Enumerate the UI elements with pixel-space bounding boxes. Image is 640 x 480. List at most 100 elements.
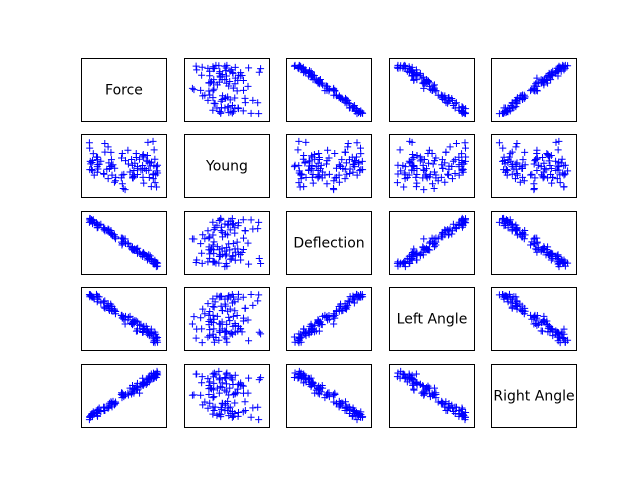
scatter-point [215, 367, 223, 375]
scatter-point [295, 64, 303, 72]
scatter-point [144, 376, 152, 384]
scatter-point [353, 139, 361, 147]
scatter-point [501, 109, 509, 117]
scatter-point [154, 369, 162, 377]
scatter-point [93, 409, 101, 417]
scatter-point [560, 162, 568, 170]
scatter-point [458, 108, 466, 116]
scatter-point [87, 292, 95, 300]
scatter-point [148, 158, 156, 166]
scatter-point [249, 96, 257, 104]
scatter-point [344, 139, 352, 147]
scatter-point [311, 321, 319, 329]
scatter-point [218, 405, 225, 413]
scatter-point [504, 298, 512, 306]
scatter-point [210, 338, 218, 346]
scatter-point [90, 171, 98, 179]
scatter-point [239, 76, 247, 84]
scatter-point [422, 172, 430, 180]
scatter-point [462, 153, 470, 161]
scatter-point [223, 338, 231, 346]
scatter-point [213, 81, 221, 89]
scatter-point [197, 391, 205, 399]
scatter-point [241, 227, 249, 235]
scatter-point [409, 381, 417, 389]
scatter-point [87, 160, 95, 168]
scatter-point [501, 160, 509, 168]
scatter-point [224, 221, 232, 229]
scatter-point [430, 168, 438, 176]
scatter-point [408, 162, 416, 170]
scatter-point [224, 231, 232, 239]
scatter-point [88, 165, 96, 173]
scatter-point [409, 380, 417, 388]
scatter-point [555, 137, 563, 145]
scatter-point [92, 219, 100, 227]
scatter-point [445, 162, 453, 170]
scatter-point [290, 163, 298, 171]
scatter-point [546, 72, 554, 80]
scatter-point [257, 259, 265, 267]
scatter-point [338, 156, 346, 164]
scatter-point [295, 137, 303, 145]
scatter-point [249, 225, 257, 233]
scatter-point [130, 167, 138, 175]
scatter-point [342, 159, 350, 167]
panel-left-angle-vs-force [81, 287, 167, 351]
scatter-point [560, 260, 568, 268]
scatter-point [222, 335, 230, 343]
scatter-point [424, 76, 432, 84]
scatter-point [291, 61, 299, 69]
scatter-point [197, 314, 205, 322]
scatter-point [255, 110, 263, 118]
scatter-point [325, 170, 333, 178]
scatter-point [89, 150, 97, 158]
scatter-point [118, 238, 126, 246]
scatter-point [446, 143, 454, 151]
scatter-point [546, 327, 554, 335]
scatter-point [295, 370, 303, 378]
scatter-point [430, 185, 438, 193]
scatter-point [445, 400, 453, 408]
scatter-point [503, 167, 511, 175]
scatter-point [455, 153, 463, 161]
scatter-point [205, 234, 213, 242]
scatter-point [314, 174, 322, 182]
scatter-point [132, 150, 140, 158]
scatter-point [409, 162, 417, 170]
scatter-point [451, 403, 459, 411]
scatter-point [237, 325, 245, 333]
scatter-point [410, 386, 418, 394]
scatter-point [306, 67, 314, 75]
scatter-point [210, 407, 218, 415]
scatter-point [302, 173, 310, 181]
scatter-point [223, 320, 231, 328]
scatter-point [239, 245, 247, 253]
scatter-point [199, 92, 207, 100]
scatter-point [445, 230, 453, 238]
scatter-point [247, 290, 255, 298]
panel-force-vs-young [184, 58, 270, 122]
scatter-point [532, 245, 540, 253]
panel-left-angle-vs-deflection [286, 287, 372, 351]
scatter-point [426, 393, 434, 401]
scatter-point [345, 298, 353, 306]
scatter-point [143, 256, 151, 264]
scatter-point [226, 77, 234, 85]
scatter-point [521, 93, 529, 101]
scatter-point [425, 159, 433, 167]
scatter-point [352, 153, 360, 161]
scatter-point [233, 389, 241, 397]
scatter-point [217, 97, 225, 105]
scatter-point [129, 174, 137, 182]
scatter-point [335, 93, 343, 101]
scatter-point [408, 138, 416, 146]
scatter-point [88, 158, 96, 166]
scatter-point [209, 63, 217, 71]
scatter-point [552, 328, 560, 336]
scatter-point [330, 84, 338, 92]
scatter-point [552, 68, 560, 76]
scatter-point [521, 307, 529, 315]
scatter-point [146, 162, 154, 170]
scatter-point [193, 370, 201, 378]
